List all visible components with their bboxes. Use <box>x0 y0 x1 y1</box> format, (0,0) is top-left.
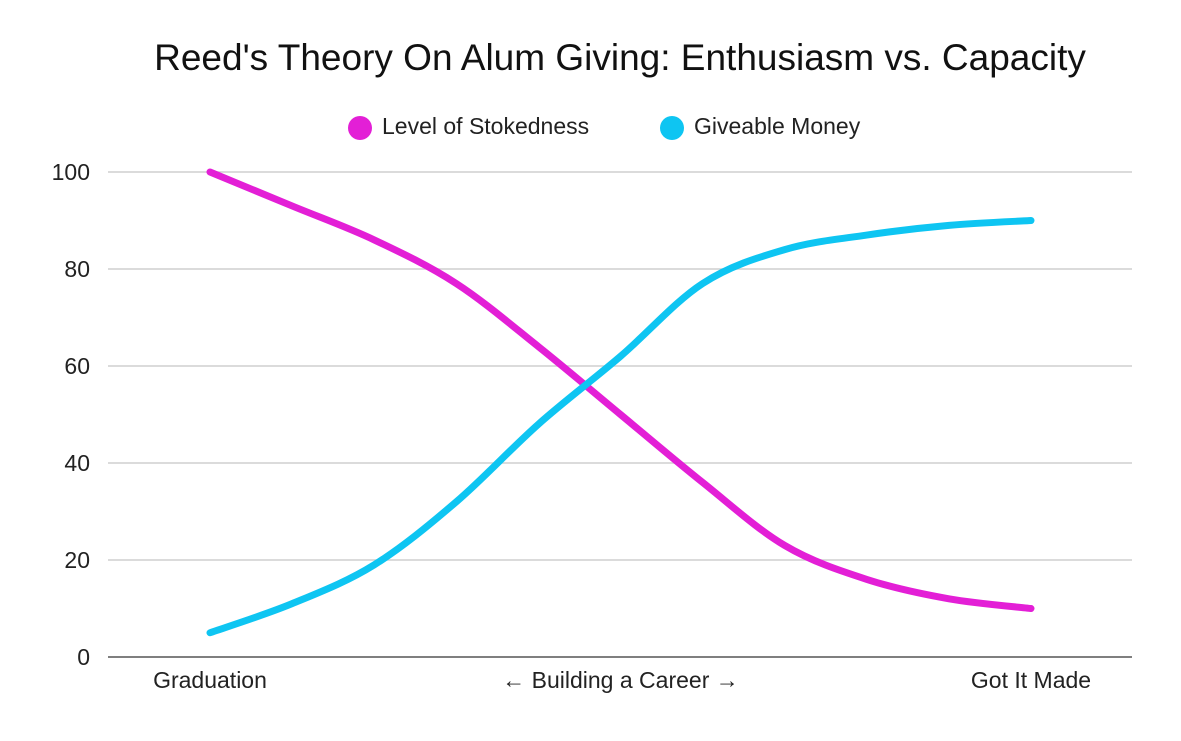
legend-swatch-stokedness <box>348 116 372 140</box>
series-line-stokedness <box>206 168 1035 612</box>
y-tick-label: 60 <box>64 353 90 379</box>
y-axis-tick-labels: 0 20 40 60 80 100 <box>52 159 90 670</box>
series-lines <box>206 168 1035 637</box>
legend-label-giveable-money: Giveable Money <box>694 113 861 139</box>
legend: Level of Stokedness Giveable Money <box>348 113 861 140</box>
gridlines <box>108 171 1132 658</box>
y-tick-label: 0 <box>77 644 90 670</box>
legend-label-stokedness: Level of Stokedness <box>382 113 589 139</box>
x-tick-label: Got It Made <box>971 667 1091 693</box>
y-tick-label: 100 <box>52 159 90 185</box>
x-axis-tick-labels: Graduation ← Building a Career → Got It Ma… <box>153 667 1091 693</box>
y-tick-label: 20 <box>64 547 90 573</box>
series-line-giveable-money <box>206 217 1035 637</box>
chart-title: Reed's Theory On Alum Giving: Enthusiasm… <box>154 37 1086 78</box>
legend-swatch-giveable-money <box>660 116 684 140</box>
x-tick-label: ← Building a Career → <box>502 667 739 693</box>
y-tick-label: 40 <box>64 450 90 476</box>
y-tick-label: 80 <box>64 256 90 282</box>
x-tick-label: Graduation <box>153 667 267 693</box>
